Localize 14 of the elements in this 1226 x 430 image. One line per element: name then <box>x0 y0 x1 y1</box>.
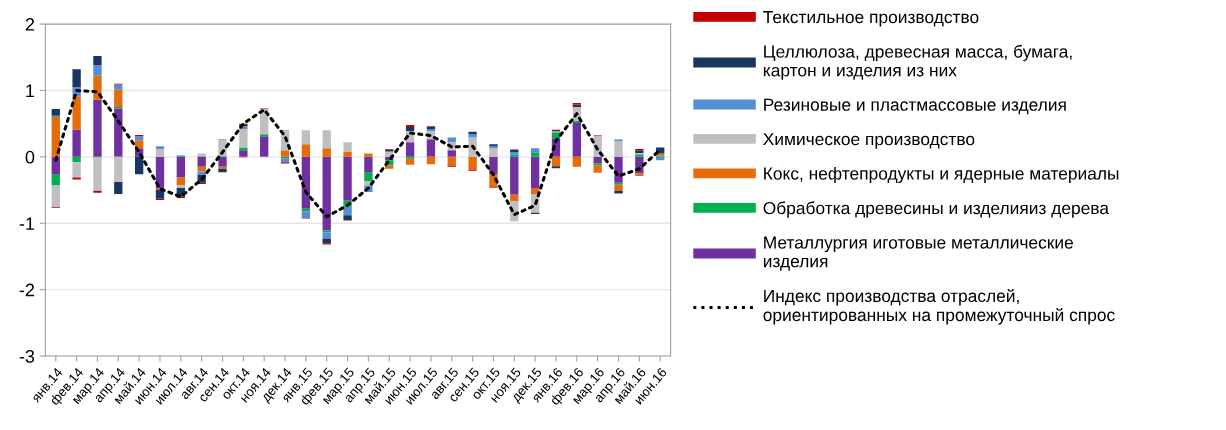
legend-label: Металлургия иготовые металлические изделия <box>763 236 1073 271</box>
legend-label: Резиновые и пластмассовые изделия <box>764 98 1066 115</box>
y-tick-label: -3 <box>19 349 35 363</box>
y-tick-label: 1 <box>26 84 35 98</box>
legend-label: Целлюлоза, древесная масса, бумага, картон и изделия из них <box>763 44 1072 80</box>
legend-label: Индекс производства отраслей, ориентированных на промежуточный спрос <box>763 289 1115 325</box>
legend-label: Текстильное производство <box>763 11 979 27</box>
legend-label: Кокс, нефтепродукты и ядерные материалы <box>764 166 1119 184</box>
y-tick-label: 0 <box>25 150 35 164</box>
y-tick-label: -1 <box>19 217 35 230</box>
y-tick-label: -2 <box>19 283 35 297</box>
y-tick-label: 2 <box>25 18 35 31</box>
legend-label: Химическое производство <box>763 133 975 149</box>
legend-label: Обработка древесины и изделияиз дерева <box>763 201 1109 218</box>
